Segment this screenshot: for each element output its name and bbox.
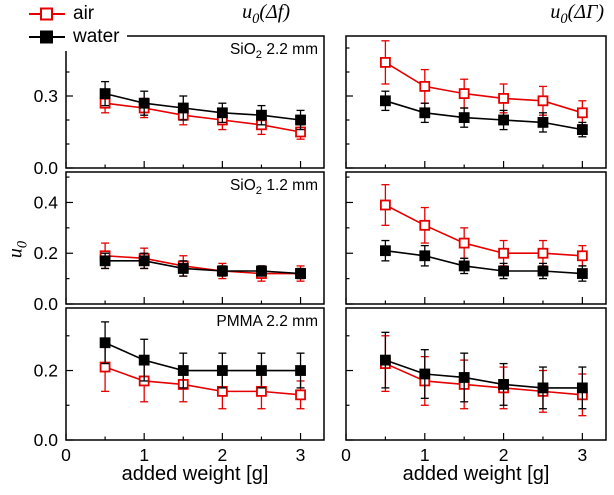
svg-text:0.0: 0.0 bbox=[34, 430, 59, 450]
svg-text:3: 3 bbox=[296, 445, 306, 465]
svg-text:0: 0 bbox=[341, 445, 351, 465]
panel-label-suffix: 1.2 mm bbox=[262, 177, 318, 194]
x-axis-label-right: added weight [g] bbox=[402, 463, 550, 485]
panel-label-sio2-1.2mm: SiO2 1.2 mm bbox=[118, 177, 318, 197]
svg-text:0.2: 0.2 bbox=[34, 361, 58, 381]
panel-label-pmma-2.2mm: PMMA 2.2 mm bbox=[118, 313, 318, 333]
y-axis-label: u0 bbox=[5, 218, 32, 282]
legend-entry-air: air bbox=[28, 3, 119, 24]
title-subscript: 0 bbox=[252, 11, 260, 27]
title-subscript: 0 bbox=[560, 11, 568, 27]
panel-u0-dgamma-pmma-2.2mm: 0 1 2 3 bbox=[341, 307, 607, 465]
legend-label-water: water bbox=[73, 26, 120, 47]
legend: air water bbox=[24, 1, 128, 51]
panel-u0-df-pmma-2.2mm: 0 1 2 3 0.0 0.2 bbox=[34, 307, 325, 465]
column-title-delta-gamma: u0(ΔΓ) bbox=[456, 1, 604, 28]
panel-label-text: SiO bbox=[229, 177, 256, 194]
panel-label-suffix: 2.2 mm bbox=[262, 41, 318, 58]
x-axis-label-left: added weight [g] bbox=[121, 463, 269, 485]
panel-label-subscript: 2 bbox=[255, 49, 263, 62]
panel-u0-dgamma-sio2-1.2mm bbox=[345, 171, 607, 305]
svg-text:1: 1 bbox=[420, 445, 430, 465]
panel-label-text: SiO bbox=[229, 41, 256, 58]
svg-text:0.2: 0.2 bbox=[34, 243, 58, 263]
y-axis-label-base: u bbox=[4, 248, 27, 259]
panel-u0-df-sio2-1.2mm: 0.0 0.2 0.4 bbox=[34, 171, 325, 314]
air-open-square-marker-icon bbox=[29, 7, 65, 20]
legend-entry-water: water bbox=[28, 26, 119, 47]
svg-text:0.3: 0.3 bbox=[34, 86, 58, 106]
panel-u0-dgamma-sio2-2.2mm bbox=[345, 35, 607, 169]
svg-text:2: 2 bbox=[217, 445, 227, 465]
title-base: u bbox=[550, 1, 561, 23]
svg-text:0: 0 bbox=[61, 445, 71, 465]
y-axis-label-subscript: 0 bbox=[14, 240, 31, 249]
svg-text:1: 1 bbox=[139, 445, 149, 465]
svg-text:2: 2 bbox=[499, 445, 509, 465]
panel-label-subscript: 2 bbox=[255, 185, 263, 198]
water-filled-square-marker-icon bbox=[29, 30, 65, 43]
panel-label-text: PMMA 2.2 mm bbox=[216, 313, 318, 330]
panel-label-sio2-2.2mm: SiO2 2.2 mm bbox=[118, 41, 318, 61]
svg-text:0.0: 0.0 bbox=[34, 158, 59, 178]
title-suffix: (ΔΓ) bbox=[567, 1, 604, 23]
column-title-delta-f: u0(Δf) bbox=[140, 1, 290, 28]
panel-u0-df-sio2-2.2mm: 0.0 0.3 bbox=[34, 35, 325, 178]
title-suffix: (Δf) bbox=[259, 1, 290, 23]
svg-text:3: 3 bbox=[577, 445, 587, 465]
legend-label-air: air bbox=[73, 3, 95, 24]
svg-text:0.0: 0.0 bbox=[34, 294, 59, 314]
title-base: u bbox=[242, 1, 253, 23]
svg-text:0.4: 0.4 bbox=[34, 192, 59, 212]
